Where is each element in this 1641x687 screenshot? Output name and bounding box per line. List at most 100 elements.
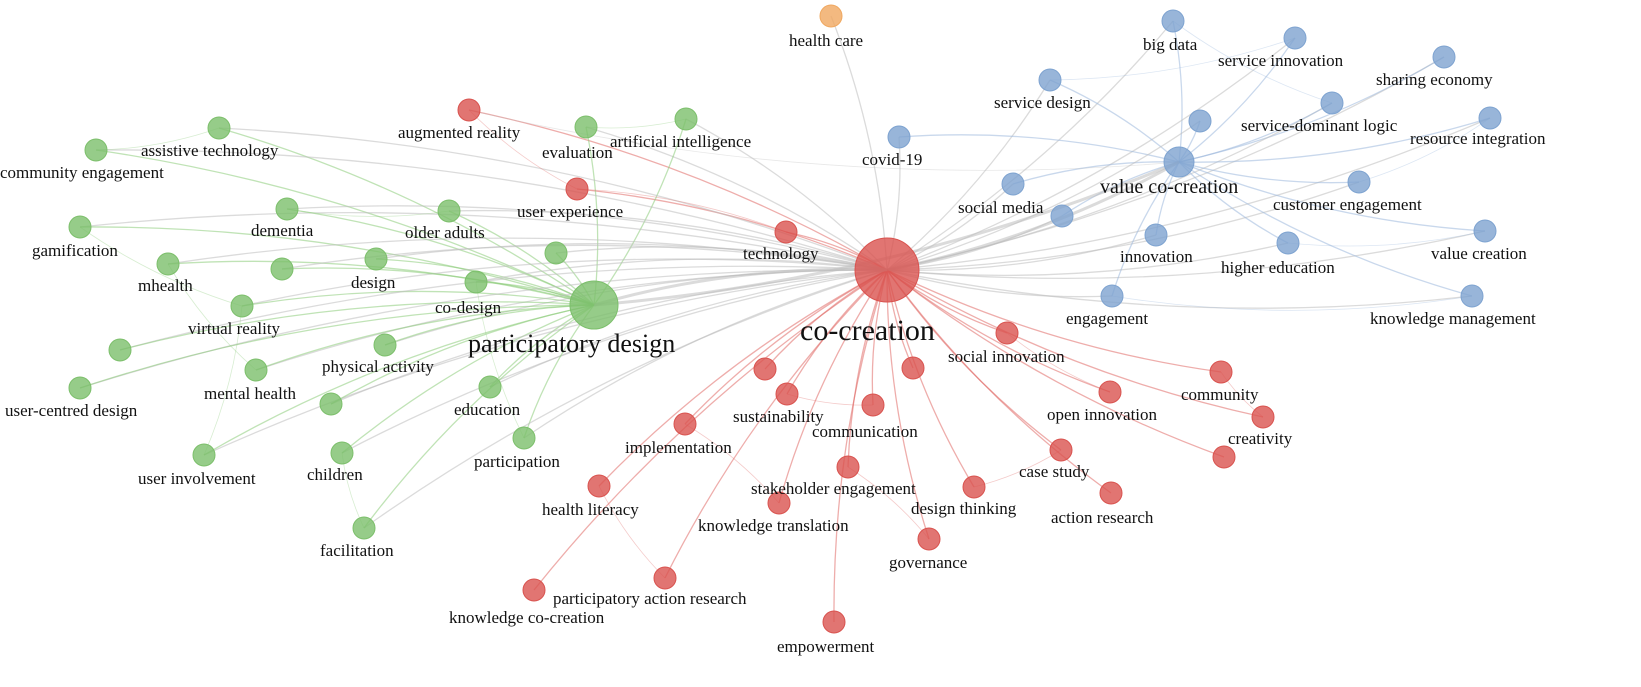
- label-mental-health: mental health: [204, 384, 297, 403]
- edge-co-creation-user-involvement: [203, 269, 888, 456]
- node-physical-activity[interactable]: [373, 333, 397, 357]
- edge-value-co-creation-service-innovation: [1178, 37, 1296, 163]
- node-knowledge-co-creation[interactable]: [522, 578, 546, 602]
- edge-co-creation-governance: [886, 269, 930, 540]
- label-value-creation: value creation: [1431, 244, 1527, 263]
- node-implementation[interactable]: [673, 412, 697, 436]
- label-participatory-action-research: participatory action research: [553, 589, 747, 608]
- node-mental-health[interactable]: [244, 358, 268, 382]
- edge-participatory-design-facilitation: [363, 304, 595, 529]
- node-covid-19[interactable]: [887, 125, 911, 149]
- edge-co-creation-blue-unlabeled-1: [886, 120, 1201, 271]
- edge-value-co-creation-service-design: [1049, 79, 1180, 163]
- node-facilitation[interactable]: [352, 516, 376, 540]
- node-dementia[interactable]: [275, 197, 299, 221]
- edge-co-creation-gamification: [79, 212, 888, 271]
- node-innovation[interactable]: [1144, 223, 1168, 247]
- node-knowledge-translation[interactable]: [767, 491, 791, 515]
- node-higher-education[interactable]: [1276, 231, 1300, 255]
- node-user-centred-design[interactable]: [68, 376, 92, 400]
- node-artificial-intelligence[interactable]: [674, 107, 698, 131]
- label-participatory-design: participatory design: [468, 329, 675, 358]
- edge-co-creation-creativity: [886, 269, 1264, 418]
- node-participatory-design[interactable]: [569, 280, 619, 330]
- node-children[interactable]: [330, 441, 354, 465]
- label-knowledge-co-creation: knowledge co-creation: [449, 608, 605, 627]
- node-case-study[interactable]: [1049, 438, 1073, 462]
- node-participatory-action-research[interactable]: [653, 566, 677, 590]
- label-sustainability: sustainability: [733, 407, 824, 426]
- node-virtual-reality[interactable]: [230, 294, 254, 318]
- node-assistive-technology[interactable]: [207, 116, 231, 140]
- node-participation[interactable]: [512, 426, 536, 450]
- node-service-design[interactable]: [1038, 68, 1062, 92]
- edge-value-co-creation-customer-engagement: [1178, 161, 1360, 184]
- label-participation: participation: [474, 452, 560, 471]
- node-health-literacy[interactable]: [587, 474, 611, 498]
- node-stakeholder-engagement[interactable]: [836, 455, 860, 479]
- node-green-unlabeled-3[interactable]: [108, 338, 132, 362]
- node-user-involvement[interactable]: [192, 443, 216, 467]
- node-green-unlabeled-4[interactable]: [319, 392, 343, 416]
- label-knowledge-translation: knowledge translation: [698, 516, 849, 535]
- node-sharing-economy[interactable]: [1432, 45, 1456, 69]
- node-user-experience[interactable]: [565, 177, 589, 201]
- label-design-thinking: design thinking: [911, 499, 1017, 518]
- node-value-creation[interactable]: [1473, 219, 1497, 243]
- edge-co-creation-children: [341, 269, 888, 454]
- node-red-unlabeled-1[interactable]: [753, 357, 777, 381]
- edge-co-creation-older-adults: [448, 209, 888, 271]
- edge-participatory-design-children: [341, 304, 595, 454]
- node-engagement[interactable]: [1100, 284, 1124, 308]
- edge-participatory-design-virtual-reality: [241, 290, 595, 307]
- node-social-media[interactable]: [1001, 172, 1025, 196]
- label-community-engagement: community engagement: [0, 163, 164, 182]
- node-co-creation[interactable]: [854, 237, 920, 303]
- node-governance[interactable]: [917, 527, 941, 551]
- node-blue-unlabeled-2[interactable]: [1050, 204, 1074, 228]
- node-technology[interactable]: [774, 220, 798, 244]
- node-open-innovation[interactable]: [1098, 380, 1122, 404]
- node-service-dominant-logic[interactable]: [1320, 91, 1344, 115]
- node-service-innovation[interactable]: [1283, 26, 1307, 50]
- node-mhealth[interactable]: [156, 252, 180, 276]
- node-social-innovation[interactable]: [995, 321, 1019, 345]
- label-value-co-creation: value co-creation: [1100, 176, 1238, 198]
- node-education[interactable]: [478, 375, 502, 399]
- node-empowerment[interactable]: [822, 610, 846, 634]
- edge-community-engagement-assistive-technology: [95, 127, 220, 151]
- edge-co-creation-knowledge-translation: [778, 269, 888, 504]
- label-health-literacy: health literacy: [542, 500, 639, 519]
- node-design-thinking[interactable]: [962, 475, 986, 499]
- label-older-adults: older adults: [405, 223, 485, 242]
- node-design[interactable]: [364, 247, 388, 271]
- node-big-data[interactable]: [1161, 9, 1185, 33]
- node-community-engagement[interactable]: [84, 138, 108, 162]
- label-physical-activity: physical activity: [322, 357, 434, 376]
- node-communication[interactable]: [861, 393, 885, 417]
- label-community: community: [1181, 385, 1259, 404]
- node-augmented-reality[interactable]: [457, 98, 481, 122]
- node-resource-integration[interactable]: [1478, 106, 1502, 130]
- node-action-research[interactable]: [1099, 481, 1123, 505]
- node-older-adults[interactable]: [437, 199, 461, 223]
- node-evaluation[interactable]: [574, 115, 598, 139]
- label-assistive-technology: assistive technology: [141, 141, 279, 160]
- node-green-unlabeled-2[interactable]: [544, 241, 568, 265]
- node-sustainability[interactable]: [775, 382, 799, 406]
- node-creativity[interactable]: [1251, 405, 1275, 429]
- node-value-co-creation[interactable]: [1163, 146, 1195, 178]
- node-green-unlabeled-1[interactable]: [270, 257, 294, 281]
- node-co-design[interactable]: [464, 270, 488, 294]
- node-red-unlabeled-3[interactable]: [1212, 445, 1236, 469]
- node-community[interactable]: [1209, 360, 1233, 384]
- node-gamification[interactable]: [68, 215, 92, 239]
- node-knowledge-management[interactable]: [1460, 284, 1484, 308]
- edge-participatory-design-design: [375, 258, 595, 306]
- node-blue-unlabeled-1[interactable]: [1188, 109, 1212, 133]
- edge-co-creation-health-care: [830, 15, 888, 271]
- node-health-care[interactable]: [819, 4, 843, 28]
- node-red-unlabeled-2[interactable]: [901, 356, 925, 380]
- node-customer-engagement[interactable]: [1347, 170, 1371, 194]
- edge-value-co-creation-engagement: [1111, 161, 1180, 297]
